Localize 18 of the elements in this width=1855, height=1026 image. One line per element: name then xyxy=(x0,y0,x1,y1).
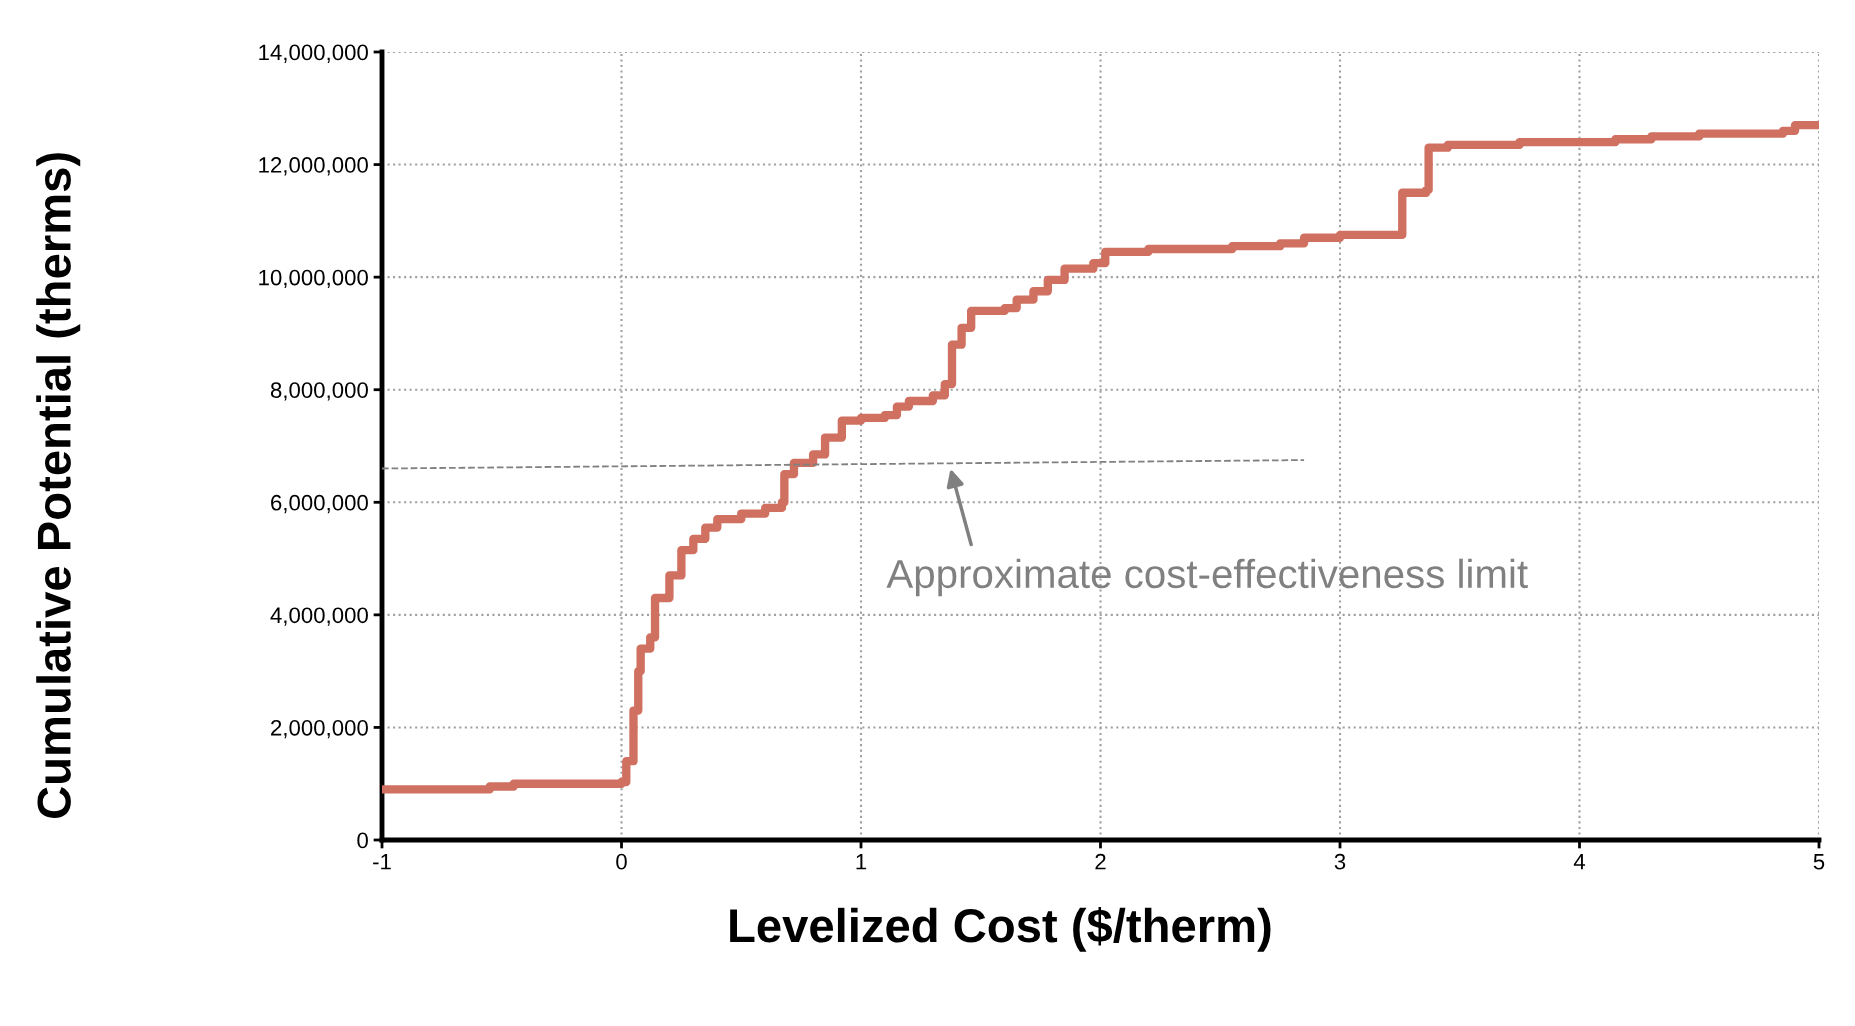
y-tick-label: 0 xyxy=(357,832,368,849)
y-axis-title: Cumulative Potential (therms) xyxy=(36,153,81,818)
x-tick-label: 4 xyxy=(1573,854,1586,870)
x-tick-label: 1 xyxy=(856,854,867,870)
x-tick-label: 5 xyxy=(1813,854,1825,870)
annotation: Approximate cost-effectiveness limit xyxy=(886,558,1528,597)
y-tick-label: 2,000,000 xyxy=(271,719,368,739)
x-tick-label: -1 xyxy=(373,854,391,870)
x-axis-title: Levelized Cost ($/therm) xyxy=(730,906,1271,952)
y-tick-label: 12,000,000 xyxy=(259,157,368,176)
y-tick-label: 10,000,000 xyxy=(259,269,368,289)
x-tick-label: 2 xyxy=(1095,853,1106,870)
y-tick-label: 4,000,000 xyxy=(270,607,368,626)
x-tick-label: 0 xyxy=(616,853,627,870)
y-tick-label: 8,000,000 xyxy=(270,382,368,401)
x-tick-label: 3 xyxy=(1334,853,1346,870)
y-tick-label: 14,000,000 xyxy=(259,44,368,63)
y-tick-label: 6,000,000 xyxy=(271,494,368,514)
